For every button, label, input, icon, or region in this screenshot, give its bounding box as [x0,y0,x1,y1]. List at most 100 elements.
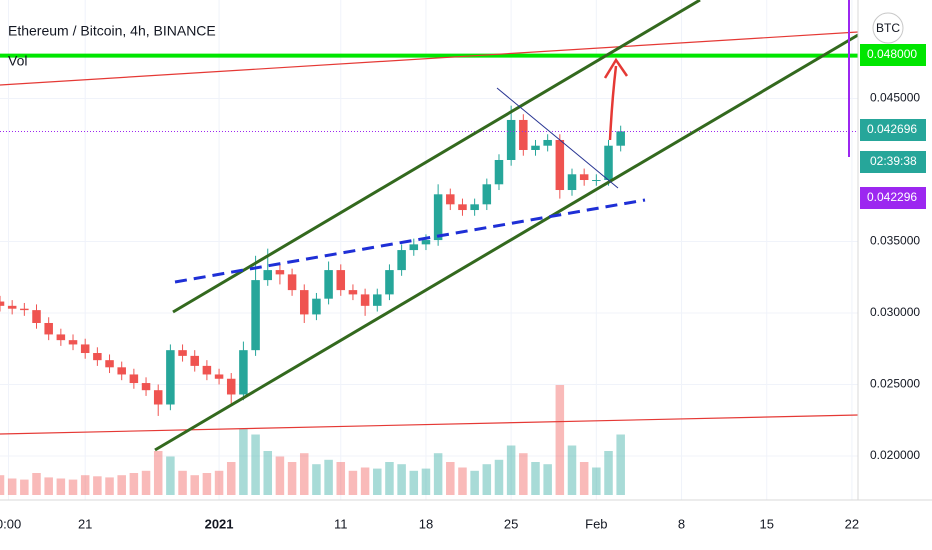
volume-bar [20,479,29,495]
volume-bar [458,467,467,495]
x-tick-label: 21 [78,516,92,531]
candle-body [409,244,419,251]
candle-body [117,367,126,375]
volume-label: Vol [8,53,27,69]
candle-body [348,290,358,295]
volume-bar [190,475,199,495]
candle-body [129,374,139,384]
candle-body [251,280,260,351]
volume-bar [312,464,321,495]
volume-bar [0,475,5,495]
y-tick-label: 0.035000 [870,234,920,248]
volume-bar [68,479,78,495]
price-label: 0.042696 [867,122,917,136]
candle-body [56,334,66,341]
volume-bar [482,464,492,495]
volume-bar [44,477,53,495]
volume-bar [373,468,382,495]
candle-body [531,145,540,150]
volume-bar [604,451,613,495]
volume-bar [7,478,17,495]
arrow-head [603,57,629,79]
volume-bar [202,473,212,495]
candle-body [0,301,5,306]
volume-bar [506,445,516,495]
candle-body [275,270,285,275]
x-tick-label: 8 [678,516,685,531]
volume-bar [385,462,394,495]
volume-bar [531,462,540,495]
price-label-box [860,44,926,66]
candle-body [141,383,151,391]
candle-body [32,310,41,323]
candle-body [360,294,370,306]
x-tick-label: 25 [504,516,518,531]
channel-lower [154,33,859,452]
volume-bar [226,462,236,495]
candle-body [494,159,504,185]
x-tick-label: 11 [334,516,348,531]
currency-button-label[interactable]: BTC [876,21,900,35]
candle-body [506,119,516,160]
volume-bar [616,434,625,495]
x-tick-label: 15 [759,516,773,531]
target-arrow [608,65,618,141]
candle-body [68,340,78,345]
volume-bar [299,453,309,495]
volume-bar [494,459,504,495]
candle-body [312,298,321,315]
candle-body [239,350,248,395]
candle-body [567,174,577,191]
candle-body [519,119,528,150]
candle-body [263,270,273,281]
y-tick-label: 0.025000 [870,377,920,391]
countdown: 02:39:38 [870,154,917,168]
candle-body [373,294,382,306]
candle-body [166,350,175,405]
candle-body [324,270,333,299]
candle-body [299,290,309,315]
candle-body [80,344,90,354]
volume-bar [80,475,90,495]
x-tick-label: 0:00 [0,516,21,531]
volume-bar [178,470,187,495]
currency-button[interactable] [872,12,904,44]
volume-bar [56,478,66,495]
volume-bar [348,470,358,495]
candle-body [446,194,455,205]
candle-body [555,139,565,191]
countdown-box [860,151,926,173]
candle-body [579,174,589,181]
price-label-box [860,187,926,209]
volume-bar [214,470,224,495]
candle-body [7,305,17,309]
volume-bar [336,462,346,495]
volume-bar [166,456,175,495]
candle-body [190,355,199,366]
volume-bar [287,462,297,495]
x-tick-label: 2021 [205,516,234,531]
candle-body [616,131,625,146]
axes: 0.045000 0.035000 0.030000 0.025000 0.020000… [0,44,926,531]
candle-body [20,308,29,311]
candle-body [421,240,431,245]
volume-bar [239,429,248,495]
plot [0,0,858,500]
volume-bar [263,451,273,495]
volume-bar [397,464,406,495]
y-tick-label: 0.045000 [870,91,920,105]
candle-body [226,378,236,395]
chart-title: Ethereum / Bitcoin, 4h, BINANCE [8,23,216,39]
volume-bar [360,467,370,495]
candle-body [178,350,187,356]
candle-body [433,194,443,241]
candle-body [470,204,479,211]
volume-bar [592,467,601,495]
support-line [0,414,859,435]
candle-body [105,360,114,368]
price-label: 0.042296 [867,190,917,204]
volume-bar [105,477,114,495]
candle-body [458,204,467,211]
candle-body [604,145,613,181]
volume-bar [275,456,285,495]
